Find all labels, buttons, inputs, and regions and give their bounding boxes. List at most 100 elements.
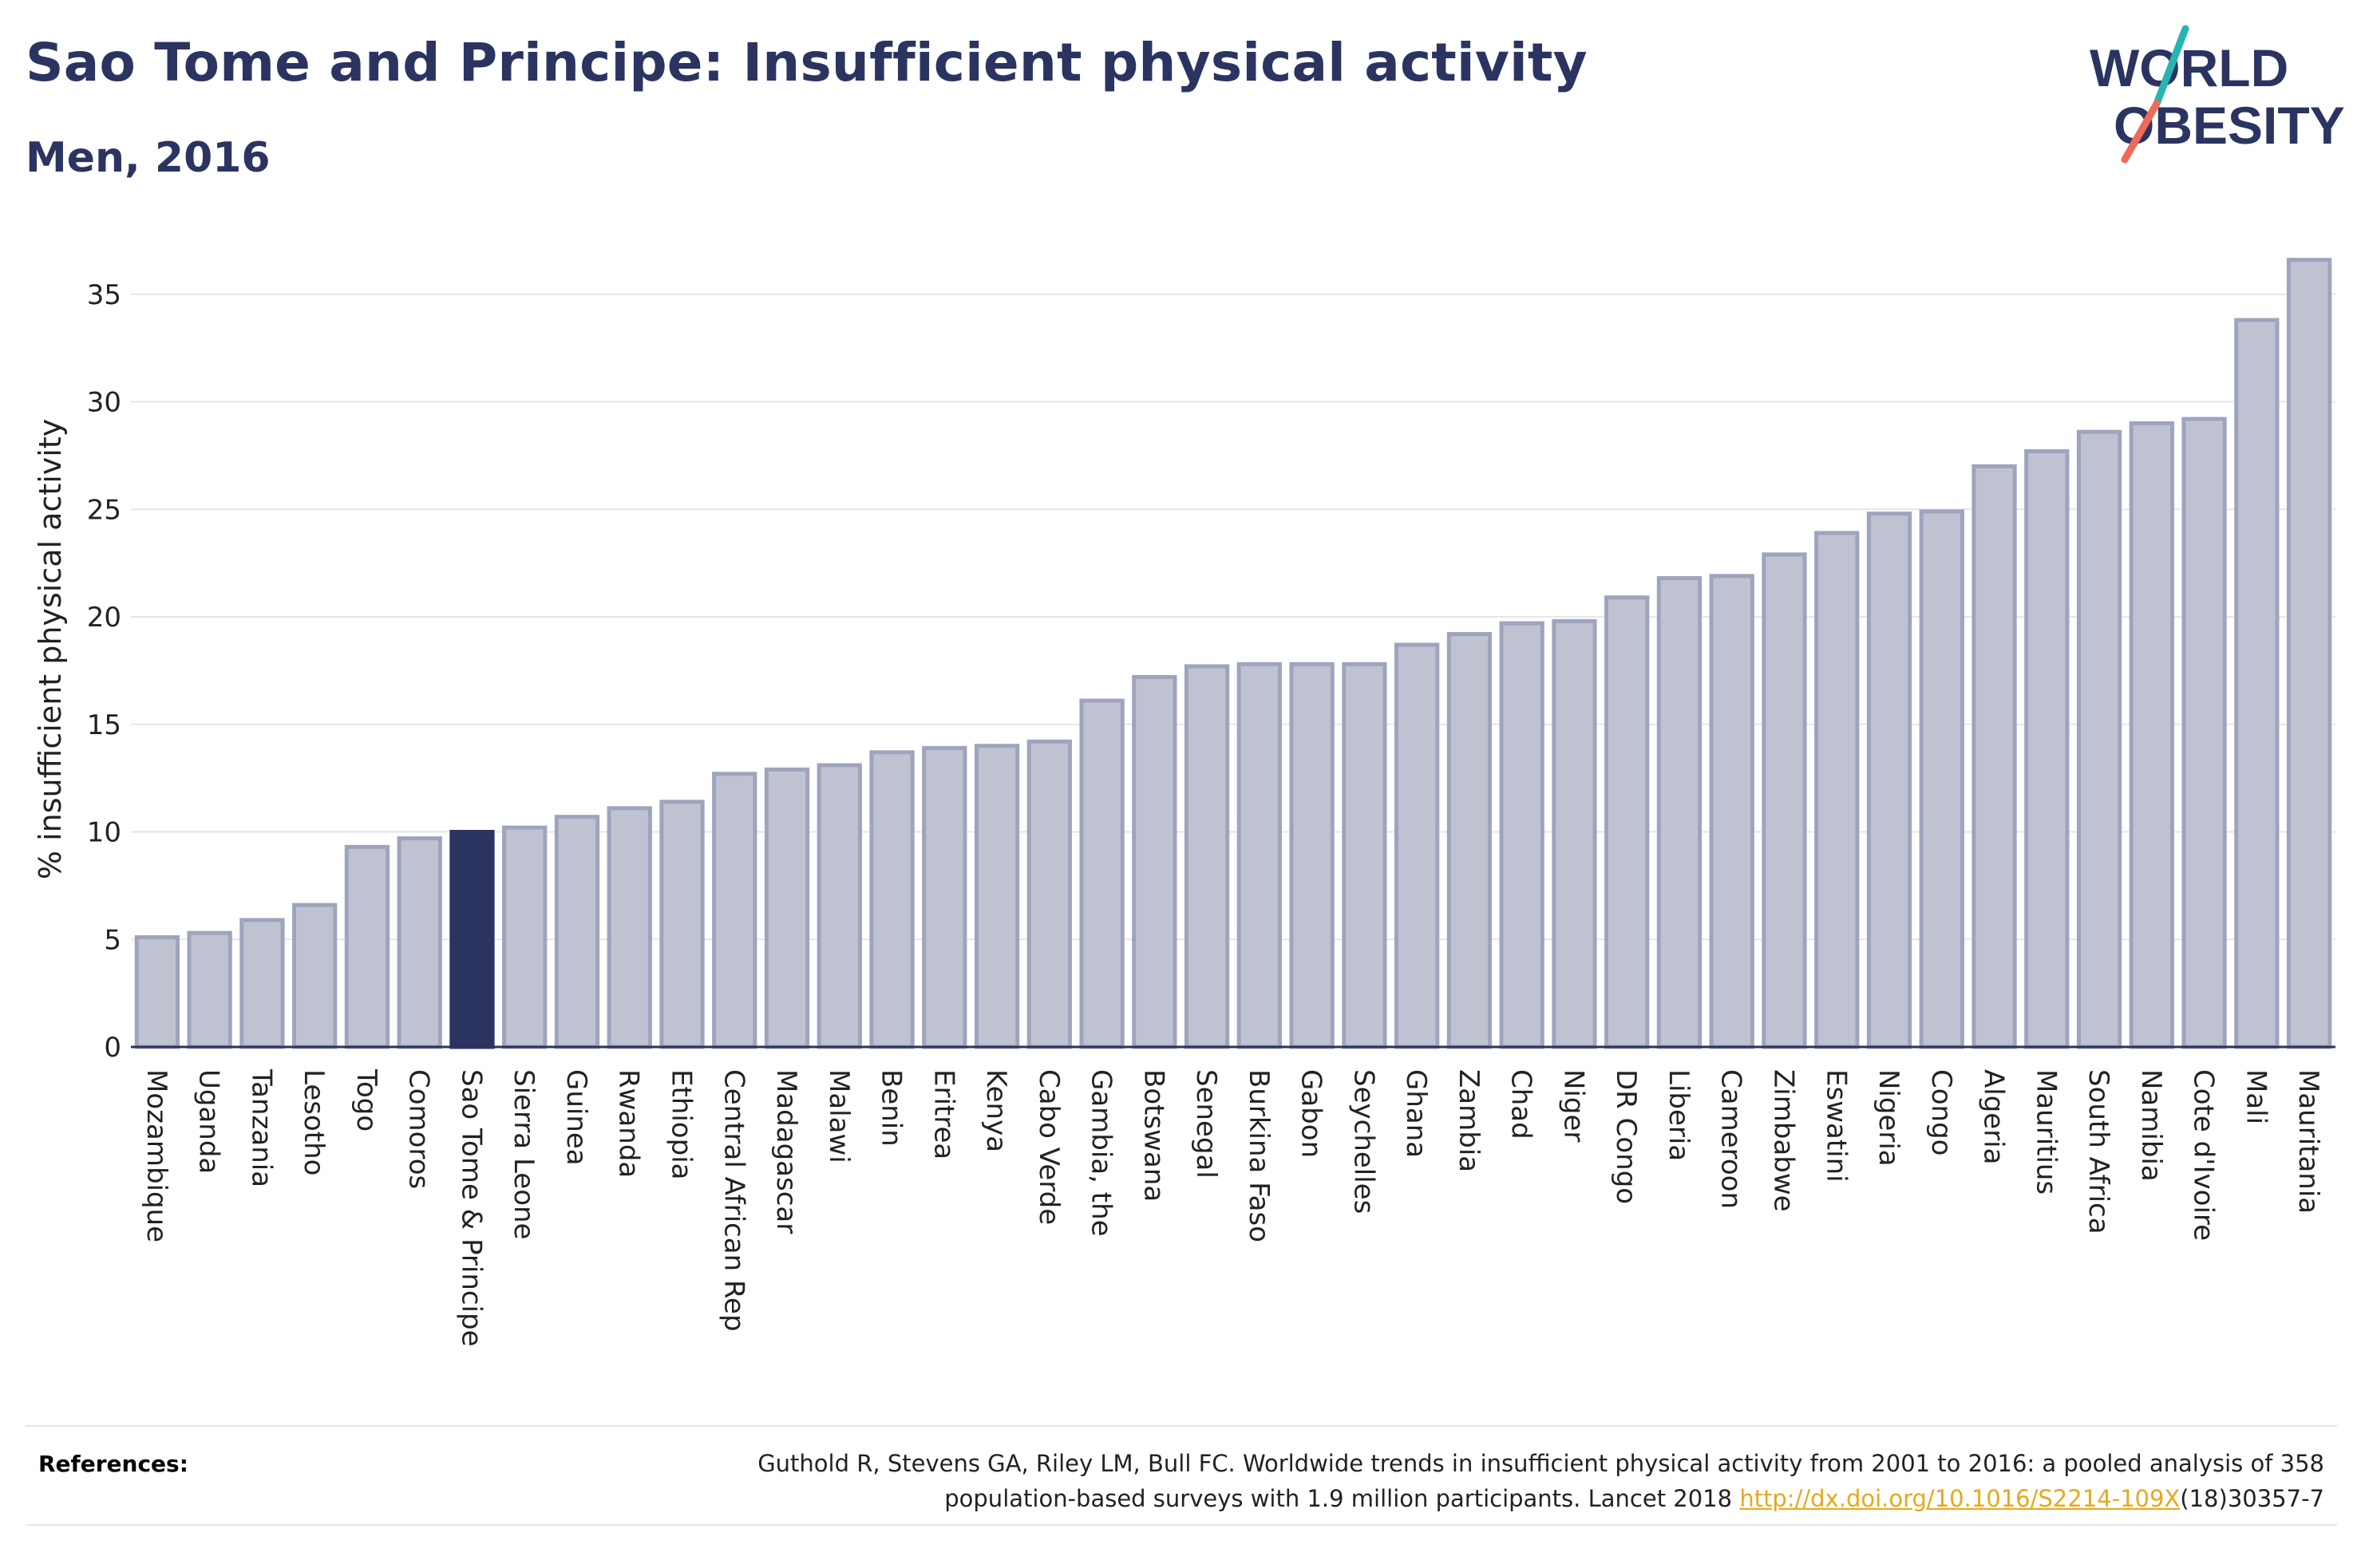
x-tick-label: Malawi [823, 1069, 855, 1163]
bar [1971, 464, 2017, 1049]
bar [2181, 417, 2227, 1049]
x-tick-label: Seychelles [1347, 1069, 1379, 1214]
x-tick-label: Tanzania [245, 1068, 277, 1187]
x-tick-label: Ethiopia [666, 1069, 698, 1179]
bar [2286, 258, 2332, 1049]
x-tick-label: Benin [876, 1069, 908, 1147]
bar [1289, 662, 1335, 1049]
bar [817, 763, 862, 1049]
bar [659, 800, 705, 1049]
references-doi-link[interactable]: http://dx.doi.org/10.1016/S2214-109X [1739, 1485, 2181, 1512]
bar [1342, 662, 1387, 1049]
x-tick-label: Ghana [1400, 1069, 1432, 1158]
bar [1184, 664, 1230, 1049]
x-tick-label: DR Congo [1610, 1069, 1642, 1204]
bar [1552, 618, 1597, 1049]
x-tick-label: Nigeria [1873, 1069, 1904, 1167]
x-tick-label: Niger [1557, 1069, 1589, 1142]
y-tick-label: 30 [87, 387, 121, 419]
x-tick-label: Chad [1505, 1069, 1537, 1139]
bar [2076, 429, 2122, 1049]
x-tick-label: Kenya [980, 1069, 1012, 1152]
x-tick-label: Eswatini [1820, 1069, 1852, 1183]
bar [2234, 318, 2280, 1049]
x-tick-label: Rwanda [613, 1069, 645, 1178]
x-tick-label: Botswana [1137, 1069, 1169, 1202]
x-tick-label: Togo [350, 1068, 382, 1132]
references-citation: Guthold R, Stevens GA, Riley LM, Bull FC… [757, 1450, 2324, 1512]
x-tick-label: Zimbabwe [1768, 1069, 1800, 1212]
x-tick-label: Central African Rep [718, 1069, 749, 1332]
chart-subtitle: Men, 2016 [26, 134, 271, 182]
x-tick-label: Uganda [193, 1069, 225, 1174]
references-citation-suffix: (18)30357-7 [2180, 1485, 2324, 1512]
x-tick-label: Congo [1925, 1069, 1957, 1155]
x-tick-label: South Africa [2082, 1069, 2114, 1234]
logo-slash-top [2153, 25, 2189, 108]
bar [344, 844, 390, 1049]
y-tick-label: 25 [87, 494, 121, 526]
x-tick-label: Madagascar [770, 1069, 802, 1234]
x-tick-label: Zambia [1453, 1069, 1485, 1172]
y-tick-label: 10 [87, 817, 121, 849]
y-tick-label: 5 [104, 924, 121, 956]
x-tick-label: Eritrea [927, 1069, 959, 1159]
bar [1499, 621, 1544, 1049]
bar [1079, 698, 1125, 1049]
bar [554, 815, 600, 1049]
bar [239, 918, 285, 1049]
x-tick-label: Mauritius [2030, 1069, 2062, 1195]
y-tick-label: 0 [104, 1032, 121, 1064]
bar [974, 744, 1020, 1049]
bar [1446, 632, 1493, 1049]
logo-slash-bottom [2121, 100, 2161, 164]
bar [187, 930, 232, 1049]
x-tick-label: Sao Tome & Principe [455, 1069, 487, 1347]
bar [1236, 662, 1283, 1049]
bar [292, 902, 338, 1049]
x-tick-label: Cameroon [1715, 1069, 1747, 1209]
x-tick-label: Mali [2240, 1069, 2272, 1124]
x-tick-label: Liberia [1663, 1069, 1695, 1161]
bar [1919, 509, 1964, 1049]
bar [1709, 574, 1754, 1049]
bar [397, 836, 442, 1049]
x-tick-label: Sierra Leone [508, 1069, 540, 1239]
bar [1656, 575, 1703, 1049]
bar [1762, 552, 1807, 1049]
x-tick-label: Gambia, the [1086, 1069, 1117, 1237]
bar [607, 806, 652, 1049]
y-axis-label: % insufficient physical activity [33, 419, 68, 879]
x-tick-label: Mauritania [2292, 1069, 2324, 1214]
bar [2024, 448, 2070, 1049]
references-text: Guthold R, Stevens GA, Riley LM, Bull FC… [648, 1446, 2324, 1516]
bar [1814, 531, 1860, 1049]
x-tick-label: Comoros [403, 1069, 435, 1189]
bar-chart: 0 5 10 15 20 25 30 35 % insufficient physical ac… [33, 258, 2335, 1347]
bar [869, 750, 915, 1049]
x-tick-label: Algeria [1978, 1069, 2010, 1164]
bar [1604, 595, 1650, 1049]
bar [1132, 674, 1177, 1049]
y-tick-label: 20 [87, 602, 121, 634]
references-bottom-rule [26, 1524, 2337, 1526]
bar [712, 772, 757, 1049]
x-tick-label: Mozambique [140, 1069, 172, 1242]
bar [1026, 739, 1072, 1049]
bar-highlight [449, 830, 495, 1049]
references-label: References: [38, 1451, 188, 1477]
x-tick-label: Cabo Verde [1033, 1069, 1065, 1225]
bar [134, 935, 180, 1049]
bar [764, 767, 810, 1049]
bar [1394, 642, 1440, 1049]
chart-title: Sao Tome and Principe: Insufficient phys… [26, 32, 1588, 93]
y-tick-label: 35 [87, 279, 121, 311]
logo-word-world: WORLD [2090, 38, 2288, 97]
world-obesity-logo: WORLD OBESITY [2090, 25, 2345, 164]
references-top-rule [26, 1425, 2337, 1427]
x-tick-label: Guinea [560, 1069, 592, 1166]
y-tick-label: 15 [87, 709, 121, 741]
x-tick-label: Senegal [1190, 1069, 1222, 1179]
bar [2129, 421, 2174, 1049]
bar [922, 745, 967, 1049]
